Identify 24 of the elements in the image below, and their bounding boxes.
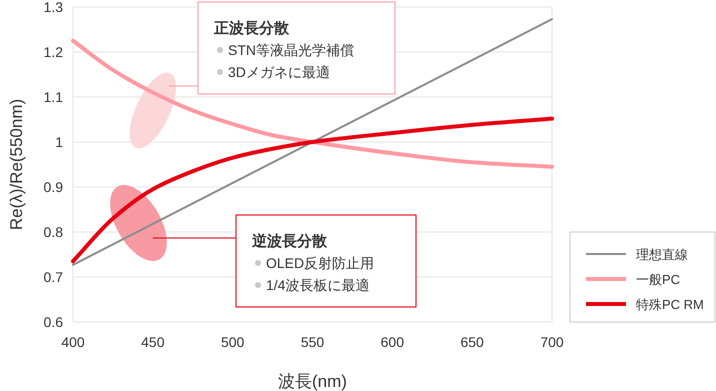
annotation: 正波長分散 STN等液晶光学補償 3Dメガネに最適 — [168, 2, 396, 94]
x-tick-label: 700 — [540, 334, 564, 350]
y-tick-label: 1.1 — [44, 89, 64, 105]
y-tick-label: 0.9 — [44, 179, 64, 195]
y-tick-label: 0.6 — [44, 314, 64, 330]
annotation: 正波長分散 STN等液晶光学補償 3Dメガネに最適 — [213, 20, 354, 80]
y-tick-label: 1.3 — [44, 0, 64, 15]
legend-label: 特殊PC RM — [636, 297, 704, 312]
x-tick-label: 650 — [460, 334, 484, 350]
x-axis-title: 波長(nm) — [278, 372, 347, 391]
y-tick-label: 0.8 — [44, 224, 64, 240]
x-tick-label: 600 — [380, 334, 404, 350]
y-tick-label: 1 — [55, 134, 64, 150]
x-tick-label: 400 — [61, 334, 85, 350]
legend-label: 一般PC — [636, 272, 680, 287]
annotation: 逆波長分散 OLED反射防止用 1/4波長板に最適 — [152, 214, 416, 308]
annotation: 逆波長分散 OLED反射防止用 1/4波長板に最適 — [251, 233, 374, 293]
legend-label: 理想直線 — [636, 247, 688, 262]
y-axis-title: Re(λ)/Re(550nm) — [7, 98, 26, 230]
x-tick-label: 500 — [220, 334, 245, 350]
x-tick-label: 550 — [300, 334, 324, 350]
y-tick-label: 0.7 — [44, 269, 64, 285]
y-tick-label: 1.2 — [44, 44, 64, 60]
x-tick-label: 450 — [141, 334, 165, 350]
